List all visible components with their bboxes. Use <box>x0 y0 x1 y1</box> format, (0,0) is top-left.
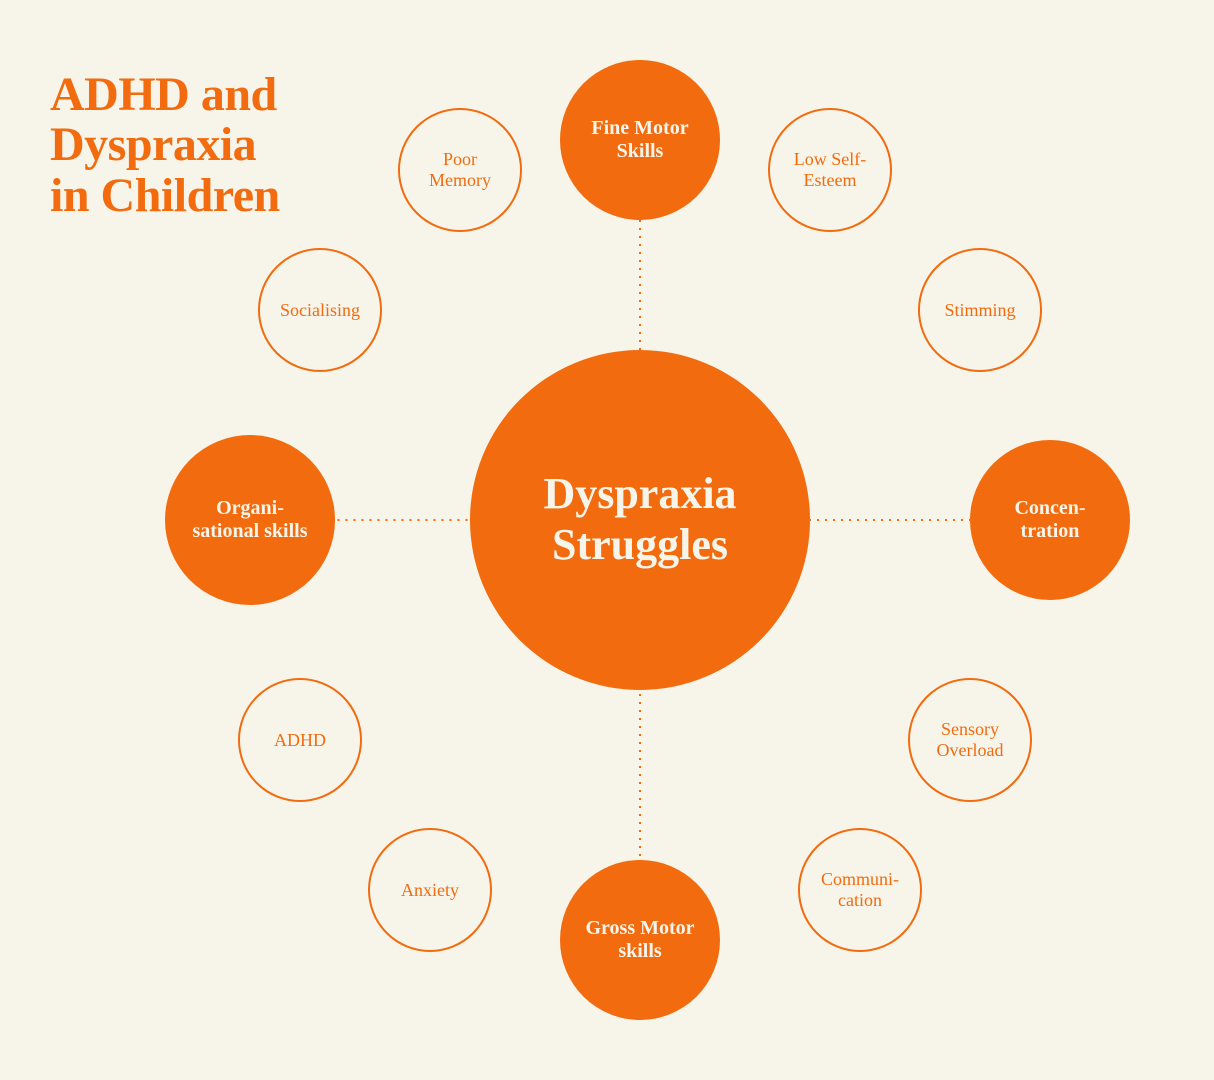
secondary-node-communication: Communi- cation <box>798 828 922 952</box>
primary-node-gross-motor: Gross Motor skills <box>560 860 720 1020</box>
primary-label: Gross Motor skills <box>585 917 694 963</box>
diagram-canvas: Dyspraxia Struggles Fine Motor Skills Co… <box>0 0 1214 1080</box>
secondary-label: Poor Memory <box>429 149 491 190</box>
secondary-node-adhd: ADHD <box>238 678 362 802</box>
primary-node-fine-motor: Fine Motor Skills <box>560 60 720 220</box>
secondary-node-sensory: Sensory Overload <box>908 678 1032 802</box>
center-node: Dyspraxia Struggles <box>470 350 810 690</box>
connector-right <box>810 517 970 523</box>
connector-bottom <box>637 690 643 860</box>
secondary-label: Stimming <box>944 300 1015 321</box>
secondary-label: Socialising <box>280 300 360 321</box>
primary-label: Concen- tration <box>1014 497 1085 543</box>
secondary-node-stimming: Stimming <box>918 248 1042 372</box>
secondary-label: Anxiety <box>401 880 459 901</box>
primary-label: Fine Motor Skills <box>591 117 688 163</box>
secondary-node-anxiety: Anxiety <box>368 828 492 952</box>
primary-label: Organi- sational skills <box>192 497 307 543</box>
secondary-node-low-self: Low Self- Esteem <box>768 108 892 232</box>
center-node-label: Dyspraxia Struggles <box>543 469 736 570</box>
secondary-label: Sensory Overload <box>937 719 1004 760</box>
primary-node-concentration: Concen- tration <box>970 440 1130 600</box>
secondary-label: ADHD <box>274 730 326 751</box>
secondary-label: Communi- cation <box>821 869 899 910</box>
secondary-node-poor-memory: Poor Memory <box>398 108 522 232</box>
secondary-node-socialising: Socialising <box>258 248 382 372</box>
primary-node-org-skills: Organi- sational skills <box>165 435 335 605</box>
connector-left <box>335 517 470 523</box>
secondary-label: Low Self- Esteem <box>794 149 866 190</box>
connector-top <box>637 220 643 350</box>
